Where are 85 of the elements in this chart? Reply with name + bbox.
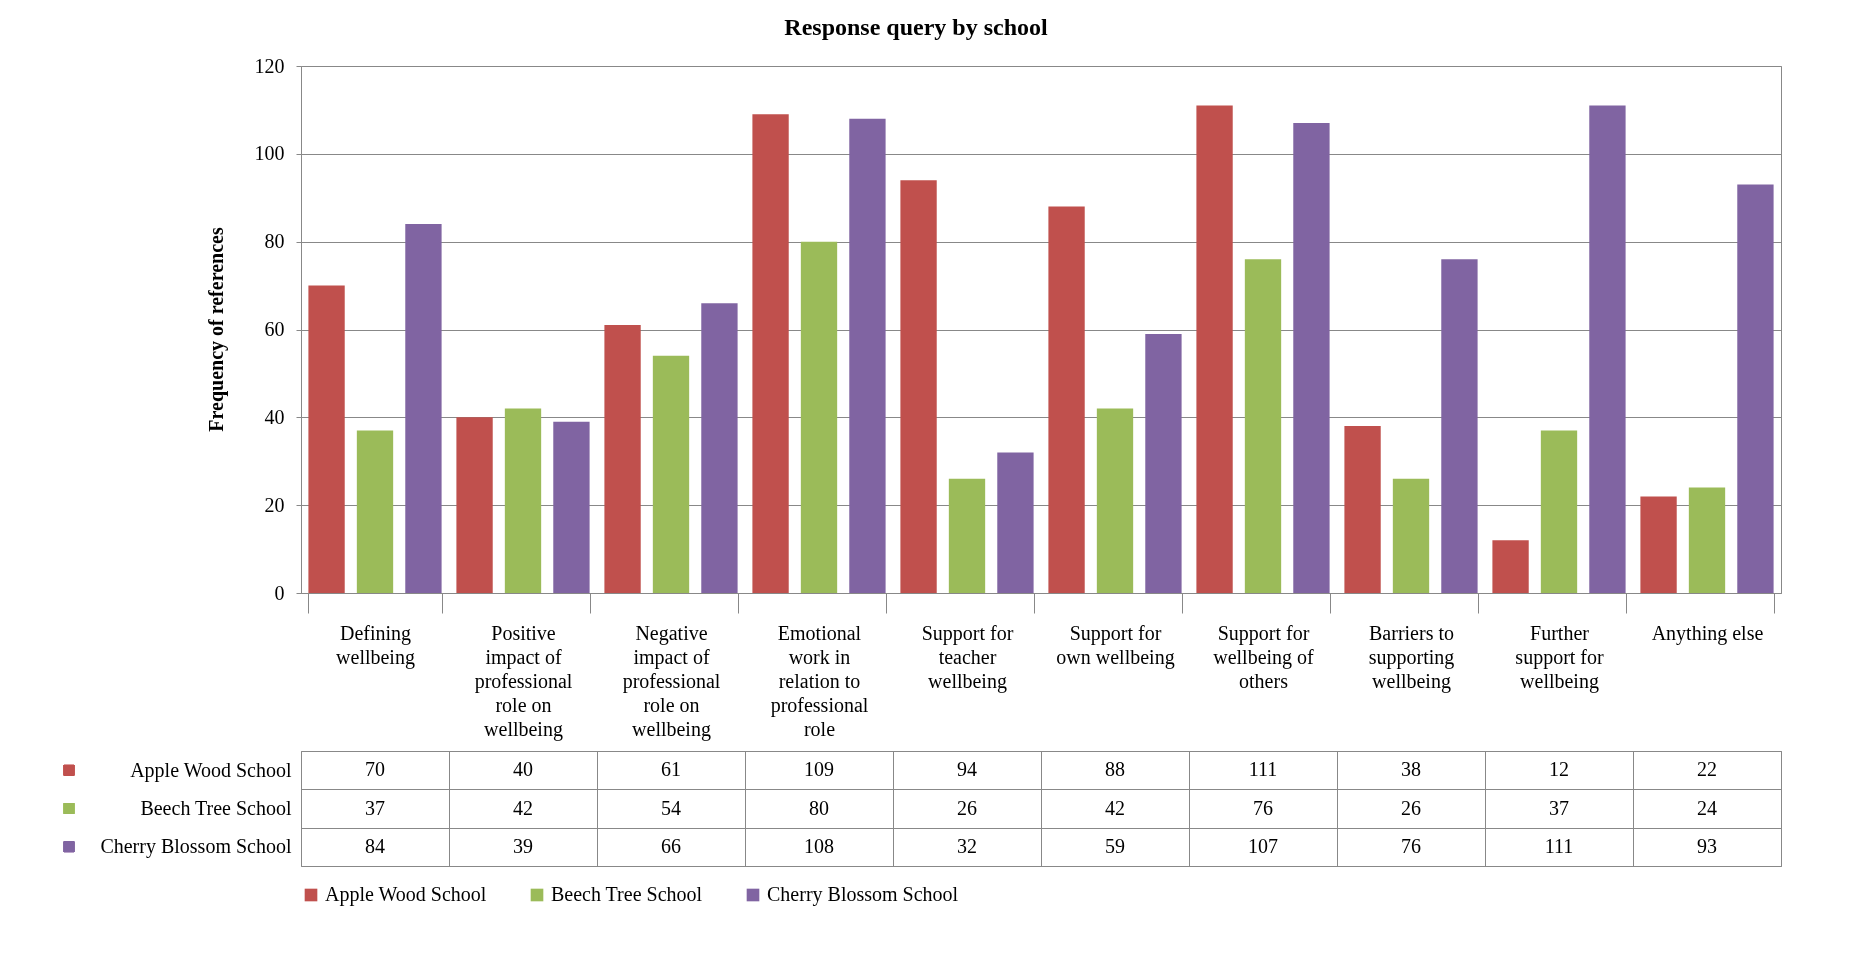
x-tick-label: Support for own wellbeing	[1056, 621, 1175, 669]
bar	[752, 114, 789, 593]
data-label: 26	[957, 796, 977, 819]
data-label: 12	[1549, 758, 1569, 781]
y-tick-label: 80	[264, 230, 285, 253]
text: Beech Tree School	[140, 797, 292, 819]
data-label: 111	[1544, 834, 1574, 857]
legend-label: Apple Wood School	[325, 883, 487, 906]
x-tick-label: Support for teacher wellbeing	[921, 621, 1014, 693]
x-tick-label: Defining wellbeing	[336, 621, 415, 669]
bar	[701, 303, 738, 593]
chart-title: Response query by school	[784, 13, 1049, 40]
data-label: 108	[804, 834, 834, 857]
bar	[1244, 259, 1282, 593]
bar	[356, 430, 394, 593]
y-axis-title: Frequency of references	[204, 227, 228, 432]
data-label: 76	[1253, 796, 1273, 819]
data-label: 26	[1401, 796, 1421, 819]
bar	[405, 224, 442, 593]
data-label: 70	[365, 758, 385, 781]
bar	[456, 417, 493, 593]
bar	[1737, 184, 1774, 593]
data-label: 94	[957, 758, 977, 781]
legend-label: Cherry Blossom School	[100, 835, 292, 859]
bar	[1048, 206, 1085, 593]
x-tick-label: Support for wellbeing of others	[1213, 621, 1315, 692]
bar	[1589, 105, 1626, 593]
text: Cherry Blossom School	[767, 883, 959, 905]
x-tick-label: Emotional work in relation to professional role	[770, 621, 869, 740]
data-label: 24	[1697, 796, 1717, 819]
data-label: 80	[809, 796, 829, 819]
x-tick-label: Barriers to supporting wellbeing	[1368, 621, 1455, 693]
data-label: 54	[661, 796, 681, 819]
y-tick-label: 20	[264, 493, 285, 516]
text: Apple Wood School	[130, 758, 292, 781]
bar	[308, 285, 345, 593]
data-label: 37	[1549, 796, 1569, 819]
bar	[1441, 259, 1478, 593]
bar	[1540, 430, 1578, 593]
bar	[1293, 123, 1330, 593]
data-label: 37	[365, 796, 385, 819]
bar	[900, 180, 937, 593]
bar	[1096, 408, 1134, 593]
data-label: 40	[513, 758, 533, 781]
data-label: 42	[1105, 796, 1125, 819]
x-tick-label: Positive impact of professional role on wellbeing	[474, 621, 573, 741]
data-label: 22	[1697, 758, 1717, 781]
y-tick-label: 60	[264, 318, 285, 340]
bar	[1392, 478, 1430, 593]
bar	[800, 241, 838, 593]
data-label: 107	[1248, 834, 1278, 857]
data-label: 32	[957, 834, 977, 857]
bar	[1145, 333, 1182, 593]
data-label: 88	[1105, 758, 1125, 781]
bar	[652, 355, 690, 593]
data-label: 39	[513, 834, 533, 857]
x-tick-label: Anything else	[1651, 621, 1764, 645]
data-label: 76	[1401, 834, 1421, 857]
x-tick-label: Negative impact of professional role on wellbeing	[622, 621, 721, 741]
bar	[553, 421, 590, 593]
bar	[1688, 487, 1726, 593]
bar	[1196, 105, 1233, 593]
bar	[997, 452, 1034, 593]
data-label: 42	[513, 796, 533, 819]
y-tick-label: 0	[274, 581, 285, 604]
bar	[948, 478, 986, 593]
bar	[1492, 540, 1529, 593]
y-tick-label: 120	[254, 54, 285, 77]
y-tick-label: 100	[254, 142, 285, 165]
data-label: 59	[1105, 834, 1125, 857]
x-tick-label: Further support for wellbeing	[1515, 621, 1604, 693]
data-label: 66	[661, 834, 681, 857]
y-tick-label: 40	[264, 405, 285, 428]
data-label: 61	[661, 758, 681, 781]
data-label: 109	[804, 758, 834, 781]
bar	[1640, 496, 1677, 593]
bar	[1344, 426, 1381, 593]
bar	[604, 325, 641, 593]
data-label: 93	[1697, 834, 1717, 857]
bar	[849, 118, 886, 593]
data-label: 38	[1401, 758, 1421, 781]
bar	[504, 408, 542, 593]
legend-label: Beech Tree School	[551, 883, 703, 905]
data-label: 111	[1248, 758, 1278, 781]
data-label: 84	[365, 834, 385, 857]
